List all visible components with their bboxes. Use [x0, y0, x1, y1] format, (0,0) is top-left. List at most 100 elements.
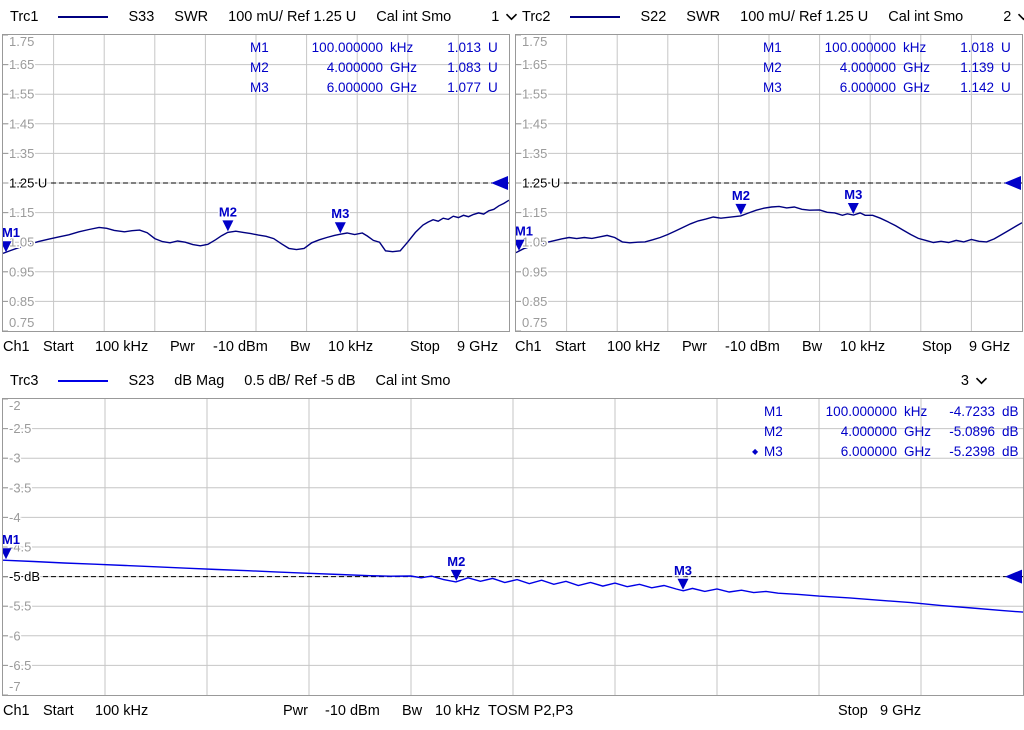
y-tick-label: 1.65 [522, 57, 547, 72]
marker-readout-row: M3 6.000000 GHz 1.077 U [250, 78, 504, 98]
marker-stimulus: 100.000000 [825, 404, 897, 419]
footer-field[interactable]: Ch1 [515, 339, 542, 355]
trace-name[interactable]: Trc3 [10, 373, 39, 389]
footer-field[interactable]: Pwr [170, 339, 195, 355]
measurement-parameter[interactable]: S22 [640, 9, 667, 25]
marker-readout-row: M2 4.000000 GHz -5.0896 dB [764, 422, 1019, 442]
window-number-dropdown[interactable]: 1 [491, 9, 518, 25]
footer-field[interactable]: 100 kHz [95, 339, 149, 355]
footer-field[interactable]: 100 kHz [607, 339, 661, 355]
window-number-dropdown[interactable]: 3 [961, 373, 988, 389]
y-tick-label: 1.45 [522, 116, 547, 131]
y-tick-label: 0.95 [9, 264, 34, 279]
ref-level-arrow[interactable] [1004, 176, 1021, 190]
trace-format[interactable]: SWR [174, 9, 209, 25]
marker-m3-arrow[interactable] [677, 578, 689, 590]
cal-status: Cal int Smo [888, 9, 964, 25]
trace-format[interactable]: dB Mag [174, 373, 225, 389]
y-tick-label: 1.55 [9, 87, 34, 102]
footer-field[interactable]: Stop [838, 703, 868, 719]
plot: -2 -2.5 -3 -3.5 -4 -4.5 -5 dB -5.5 -6 -6.5 -7 M1 M2 M… [2, 398, 1024, 696]
footer-field[interactable]: -10 dBm [325, 703, 380, 719]
footer-field[interactable]: TOSM P2,P3 [488, 703, 574, 719]
marker-m1-arrow[interactable] [516, 239, 525, 251]
footer-field[interactable]: Start [43, 339, 74, 355]
footer-field[interactable]: -10 dBm [213, 339, 268, 355]
marker-m2-label: M2 [447, 554, 465, 569]
marker-readout-row: M2 4.000000 GHz 1.139 U [763, 58, 1017, 78]
trace-format[interactable]: SWR [686, 9, 721, 25]
footer-field[interactable]: Stop [410, 339, 440, 355]
marker-value-unit: dB [1002, 424, 1019, 439]
footer-field[interactable]: Start [43, 703, 74, 719]
y-tick-label: 0.85 [522, 294, 547, 309]
footer-field[interactable]: Stop [922, 339, 952, 355]
marker-m2-arrow[interactable] [222, 220, 234, 232]
marker-stimulus-unit: GHz [390, 80, 417, 95]
marker-stimulus-unit: GHz [904, 424, 931, 439]
trace-color-sample [58, 380, 109, 382]
footer-field[interactable]: 9 GHz [880, 703, 922, 719]
footer-field[interactable]: Bw [290, 339, 311, 355]
footer-field[interactable]: 9 GHz [457, 339, 499, 355]
footer-field[interactable]: 10 kHz [840, 339, 886, 355]
marker-stimulus-unit: kHz [390, 40, 414, 55]
marker-value-unit: U [1001, 40, 1011, 55]
footer-field[interactable]: Pwr [283, 703, 308, 719]
scale-reference[interactable]: 100 mU/ Ref 1.25 U [228, 9, 357, 25]
marker-value-unit: U [488, 40, 498, 55]
trace-header: Trc3 S23 dB Mag 0.5 dB/ Ref -5 dB Cal in… [0, 364, 1024, 398]
y-tick-label: 0.95 [522, 264, 547, 279]
marker-m2-arrow[interactable] [735, 203, 747, 215]
window-number: 2 [1003, 9, 1012, 25]
marker-value: 1.013 [447, 40, 481, 55]
ref-level-arrow[interactable] [491, 176, 508, 190]
trace-name[interactable]: Trc1 [10, 9, 39, 25]
window-number: 3 [960, 373, 969, 389]
ref-level-label: -5 dB [9, 569, 40, 584]
y-tick-label: 1.75 [522, 35, 547, 49]
footer-field[interactable]: 10 kHz [435, 703, 481, 719]
ref-level-label: 1.25 U [9, 176, 47, 191]
footer-field[interactable]: Pwr [682, 339, 707, 355]
footer-field[interactable]: 10 kHz [328, 339, 374, 355]
marker-value-unit: U [1001, 60, 1011, 75]
marker-name: M2 [250, 60, 269, 75]
marker-m1-label: M1 [3, 225, 20, 240]
measurement-parameter[interactable]: S23 [128, 373, 155, 389]
window-number-dropdown[interactable]: 2 [1003, 9, 1024, 25]
marker-m1-arrow[interactable] [3, 548, 12, 560]
y-tick-label: -3 [9, 451, 21, 466]
scale-reference[interactable]: 100 mU/ Ref 1.25 U [740, 9, 869, 25]
y-tick-label: -6 [9, 628, 21, 643]
marker-m3-arrow[interactable] [334, 222, 346, 234]
footer-field[interactable]: 100 kHz [95, 703, 149, 719]
footer-field[interactable]: Ch1 [3, 339, 30, 355]
y-tick-label: 0.75 [522, 315, 547, 330]
marker-m3-arrow[interactable] [847, 203, 859, 214]
footer-field[interactable]: Start [555, 339, 586, 355]
footer-field[interactable]: 9 GHz [969, 339, 1011, 355]
marker-readout-row: M1 100.000000 kHz 1.013 U [250, 38, 504, 58]
footer-field[interactable]: Bw [402, 703, 423, 719]
footer-field[interactable]: -10 dBm [725, 339, 780, 355]
marker-m2-arrow[interactable] [450, 569, 462, 581]
marker-value-unit: U [488, 80, 498, 95]
channel-footer: Ch1 Start 100 kHz Pwr -10 dBm Bw 10 kHz Stop 9 G… [0, 332, 512, 364]
ref-level-arrow[interactable] [1005, 569, 1022, 584]
trace-panel-3: Trc3 S23 dB Mag 0.5 dB/ Ref -5 dB Cal in… [0, 364, 1024, 730]
footer-field[interactable]: Ch1 [3, 703, 30, 719]
plot: 1.75 1.65 1.55 1.45 1.35 1.25 U 1.15 1.05 0.95 0.… [2, 34, 510, 332]
marker-m3-label: M3 [674, 563, 692, 578]
marker-m1-arrow[interactable] [3, 241, 12, 253]
active-marker-icon: ◆ [752, 447, 759, 456]
trace-name[interactable]: Trc2 [522, 9, 551, 25]
y-tick-label: 1.75 [9, 35, 34, 49]
measurement-parameter[interactable]: S33 [128, 9, 155, 25]
scale-reference[interactable]: 0.5 dB/ Ref -5 dB [244, 373, 356, 389]
chevron-down-icon [506, 13, 518, 21]
footer-field[interactable]: Bw [802, 339, 823, 355]
cal-status: Cal int Smo [376, 9, 452, 25]
marker-readout-row: M3 6.000000 GHz 1.142 U [763, 78, 1017, 98]
